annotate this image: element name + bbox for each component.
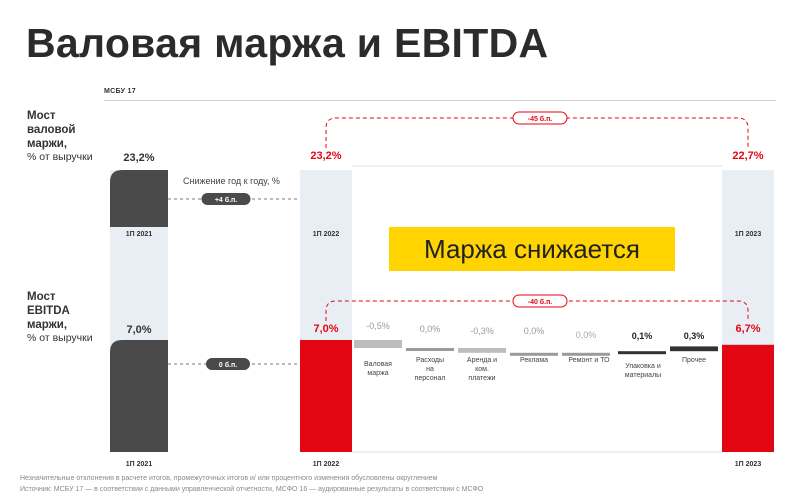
gross-margin-marks: [110, 170, 168, 227]
step-value-gross-margin: -0,5%: [366, 321, 390, 331]
step-label-rent-2: ком.: [475, 366, 489, 373]
gross-yoy-2021-2022-bg: [201, 193, 251, 205]
step-value-repair: 0,0%: [575, 330, 597, 340]
ebitda-heading-line-1: Мост: [27, 291, 56, 303]
gross-margin-heading: Мост валовой маржи, % от выручки: [27, 109, 93, 163]
ebitda-heading-unit: % от выручки: [27, 332, 93, 344]
step-value-advertising: 0,0%: [523, 326, 545, 336]
ebitda-margin-heading: Мост EBITDA маржи, % от выручки: [27, 290, 93, 344]
step-label-gross-margin: Валовая маржа: [352, 360, 404, 378]
step-label-packaging-2: материалы: [624, 372, 662, 379]
step-value-packaging: 0,1%: [631, 331, 653, 341]
ebitda-bar-8: [670, 346, 718, 352]
step-label-advertising: Реклама: [519, 357, 549, 364]
gross-value-2022: 23,2%: [310, 150, 342, 162]
ebitda-bar-5: [510, 352, 558, 356]
gross-period-2023: 1П 2023: [734, 231, 762, 238]
ebitda-heading-line-2: EBITDA: [27, 305, 70, 317]
ebitda-bar-3: [406, 348, 454, 351]
yoy-note: Снижение год к году, %: [183, 176, 280, 186]
footnote-source: Источник: МСБУ 17 — в соответствии с дан…: [20, 486, 484, 493]
ebitda-yoy-2022-2023: -40 б.п.: [528, 298, 553, 306]
ebitda-bar-6: [562, 352, 610, 356]
ebitda-value-2023: 6,7%: [735, 323, 761, 335]
ebitda-yoy-2022-2023-bg: [512, 294, 568, 308]
step-value-other: 0,3%: [683, 331, 705, 341]
gross-period-2022: 1П 2022: [312, 231, 340, 238]
step-label-rent-1: Аренда и: [466, 357, 498, 364]
gross-period-2021: 1П 2021: [125, 231, 153, 238]
gross-heading-line-1: Мост: [27, 110, 56, 122]
standard-label: МСБУ 17: [104, 88, 136, 95]
step-label-personnel-2: на: [426, 366, 434, 373]
gross-value-2023: 22,7%: [732, 150, 764, 162]
gross-bar-1П-2021: [110, 170, 168, 227]
step-label-gross-margin-2: маржа: [367, 370, 389, 377]
step-label-rent: Аренда и ком. платежи: [456, 356, 508, 383]
ebitda-heading-line-3: маржи,: [27, 319, 68, 331]
gross-heading-line-2: валовой: [27, 124, 76, 136]
gross-value-2021: 23,2%: [123, 152, 155, 164]
ebitda-period-2021: 1П 2021: [125, 461, 153, 468]
step-label-personnel-3: персонал: [414, 375, 446, 382]
ebitda-value-2021: 7,0%: [126, 324, 152, 336]
ebitda-bar-4: [458, 348, 506, 353]
highlight-banner-text: Маржа снижается: [424, 234, 640, 264]
gross-yoy-bracket-right: [325, 117, 749, 148]
ebitda-margin-marks: [110, 340, 774, 452]
step-label-personnel: Расходы на персонал: [404, 356, 456, 383]
ebitda-yoy-2021-2022-bg: [206, 358, 250, 370]
step-label-packaging-1: Упаковка и: [625, 363, 661, 370]
highlight-banner: [389, 227, 675, 271]
ebitda-bar-7: [618, 351, 666, 355]
step-label-repair: Ремонт и ТО: [568, 357, 610, 364]
ebitda-bar-9: [722, 344, 774, 452]
step-value-personnel: 0,0%: [419, 324, 441, 334]
footnote-rounding: Незначительные отклонения в расчете итог…: [20, 475, 438, 482]
step-label-other: Прочее: [681, 357, 707, 364]
ebitda-period-2022: 1П 2022: [312, 461, 340, 468]
ebitda-bar-1: [300, 340, 352, 452]
ebitda-value-2022: 7,0%: [313, 323, 339, 335]
gross-heading-unit: % от выручки: [27, 151, 93, 163]
ebitda-bar-2: [354, 340, 402, 348]
ebitda-bar-0: [110, 340, 168, 452]
step-label-personnel-1: Расходы: [415, 357, 445, 364]
gross-yoy-2022-2023: -45 б.п.: [528, 115, 553, 123]
page-title: Валовая маржа и EBITDA: [26, 20, 549, 66]
gross-yoy-2021-2022: +4 б.п.: [215, 196, 237, 204]
gross-yoy-2022-2023-bg: [512, 111, 568, 125]
step-label-gross-margin-1: Валовая: [364, 361, 392, 368]
step-label-rent-3: платежи: [468, 375, 496, 382]
ebitda-yoy-2021-2022: 0 б.п.: [219, 361, 237, 369]
gross-heading-line-3: маржи,: [27, 138, 68, 150]
yoy-connectors: +4 б.п. -45 б.п. 0 б.п. -40 б.п.: [168, 111, 749, 370]
ebitda-period-2023: 1П 2023: [734, 461, 762, 468]
header-divider: [104, 100, 776, 101]
step-label-packaging: Упаковка и материалы: [614, 362, 672, 380]
step-value-rent: -0,3%: [470, 326, 494, 336]
